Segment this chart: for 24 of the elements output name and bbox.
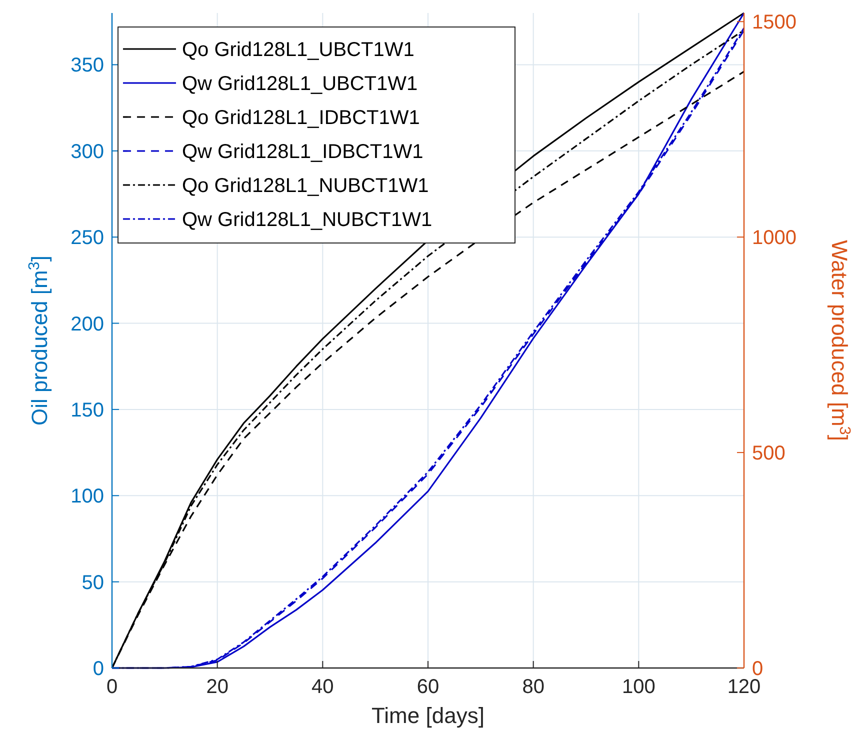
y-tick-label: 0 <box>92 658 104 680</box>
x-axis-title: Time [days] <box>372 703 484 728</box>
legend-label: Qo Grid128L1_UBCT1W1 <box>182 39 414 61</box>
y-tick-label: 50 <box>82 572 104 594</box>
legend-label: Qw Grid128L1_UBCT1W1 <box>182 73 418 95</box>
legend-label: Qo Grid128L1_NUBCT1W1 <box>182 175 429 197</box>
y-tick-label: 250 <box>70 227 104 250</box>
x-tick-label: 20 <box>206 676 228 698</box>
y2-tick-label: 1000 <box>752 227 796 250</box>
y-tick-label: 100 <box>70 486 104 508</box>
y-tick-label: 200 <box>70 313 104 336</box>
x-tick-label: 100 <box>622 676 656 698</box>
legend-label: Qw Grid128L1_NUBCT1W1 <box>182 209 432 231</box>
y2-tick-label: 1500 <box>752 12 796 34</box>
y2-tick-label: 500 <box>752 442 786 465</box>
y-tick-label: 150 <box>70 399 104 422</box>
x-tick-label: 40 <box>312 676 334 698</box>
x-tick-label: 0 <box>106 676 118 698</box>
y-tick-label: 300 <box>70 140 104 163</box>
x-tick-label: 80 <box>522 676 544 698</box>
legend-label: Qw Grid128L1_IDBCT1W1 <box>182 141 424 163</box>
x-tick-label: 60 <box>416 676 440 698</box>
y-tick-label: 350 <box>70 54 104 77</box>
legend-label: Qo Grid128L1_IDBCT1W1 <box>182 107 420 129</box>
